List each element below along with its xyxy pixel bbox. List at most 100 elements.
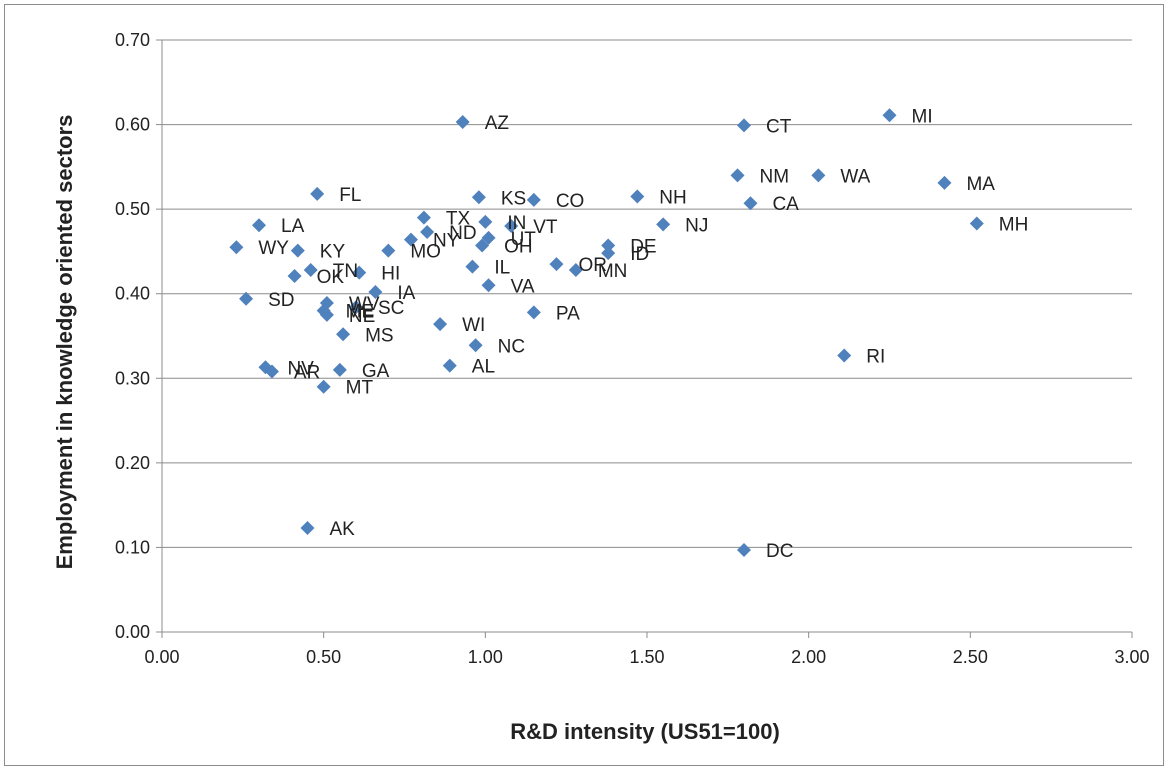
y-tick-label: 0.70 — [115, 30, 150, 50]
data-point-ma — [937, 175, 952, 190]
data-point-mn — [568, 263, 583, 278]
point-label-oh: OH — [504, 237, 532, 258]
data-point-ar — [264, 364, 279, 379]
point-label-or: OR — [578, 255, 607, 276]
point-label-ak: AK — [330, 519, 356, 540]
point-label-mi: MI — [912, 106, 933, 127]
point-label-fl: FL — [339, 185, 361, 206]
y-tick-label: 0.40 — [115, 284, 150, 304]
data-point-ca — [743, 196, 758, 211]
point-label-nm: NM — [760, 166, 790, 187]
point-label-ne: NE — [349, 306, 375, 327]
point-label-ia: IA — [397, 283, 415, 304]
point-label-id: ID — [630, 244, 649, 265]
point-label-wv: WV — [349, 294, 380, 315]
x-tick-label: 0.50 — [306, 647, 341, 667]
y-tick-label: 0.50 — [115, 199, 150, 219]
point-labels: AZ CT MI NM WA MA CA MH FL KS CO NH NJ LA TX IN VT ND UT NY… — [258, 106, 1028, 562]
x-tick-label: 0.00 — [144, 647, 179, 667]
data-point-ri — [837, 348, 852, 363]
data-point-pa — [526, 305, 541, 320]
data-point-vt — [504, 219, 519, 234]
x-tick-label: 1.50 — [629, 647, 664, 667]
data-point-mh — [969, 216, 984, 231]
point-label-nd: ND — [449, 223, 476, 244]
point-label-wi: WI — [462, 315, 485, 336]
y-tick-label: 0.20 — [115, 453, 150, 473]
point-label-la: LA — [281, 216, 305, 237]
data-point-me — [316, 303, 331, 318]
data-point-mt — [316, 379, 331, 394]
data-point-mo — [381, 243, 396, 258]
point-label-dc: DC — [766, 541, 793, 562]
data-point-in — [478, 214, 493, 229]
point-label-il: IL — [494, 258, 510, 279]
data-point-ut — [481, 230, 496, 245]
data-point-wi — [433, 317, 448, 332]
data-point-ct — [737, 118, 751, 133]
data-point-wa — [811, 168, 826, 183]
point-label-nh: NH — [659, 187, 686, 208]
data-point-nj — [656, 217, 671, 232]
point-label-sd: SD — [268, 290, 294, 311]
scatter-chart: 0.00 0.10 0.20 0.30 0.40 0.50 0.60 0.70 0.00 0.50… — [52, 30, 1150, 744]
data-point-la — [252, 218, 266, 233]
x-tick-label: 2.00 — [791, 647, 826, 667]
data-point-oh — [475, 238, 490, 253]
point-label-va: VA — [511, 276, 535, 297]
data-point-sc — [349, 300, 363, 315]
point-label-az: AZ — [485, 113, 510, 134]
point-label-hi: HI — [381, 264, 400, 285]
data-point-ok — [287, 268, 302, 283]
data-point-nh — [630, 189, 645, 204]
data-point-nd — [420, 224, 435, 239]
y-tick-label: 0.60 — [115, 115, 150, 135]
point-label-tx: TX — [446, 209, 471, 230]
data-point-co — [526, 192, 541, 207]
data-point-va — [481, 278, 496, 293]
x-tick-label: 1.00 — [468, 647, 503, 667]
data-point-id — [601, 246, 616, 261]
point-label-ny: NY — [433, 231, 460, 252]
data-point-hi — [352, 265, 367, 280]
data-point-dc — [737, 542, 751, 557]
point-label-pa: PA — [556, 303, 580, 324]
data-point-sd — [239, 291, 254, 306]
data-point-tx — [416, 210, 431, 225]
x-tick-label: 2.50 — [953, 647, 988, 667]
point-label-wa: WA — [840, 166, 870, 187]
data-point-ms — [336, 327, 351, 342]
data-point-ky — [290, 243, 305, 258]
point-label-mo: MO — [410, 242, 441, 263]
point-label-mn: MN — [598, 261, 628, 282]
data-point-fl — [310, 186, 325, 201]
point-label-vt: VT — [533, 217, 558, 238]
point-label-tn: TN — [333, 261, 358, 282]
point-label-nc: NC — [498, 336, 525, 357]
data-point-or — [549, 257, 564, 272]
y-tick-label: 0.10 — [115, 537, 150, 557]
data-points — [229, 108, 984, 557]
data-point-wy — [229, 240, 244, 255]
data-point-ny — [403, 232, 418, 247]
y-axis-title: Employment in knowledge oriented sectors — [52, 115, 77, 570]
point-label-wy: WY — [258, 238, 289, 259]
point-label-nv: NV — [287, 358, 314, 379]
point-label-ok: OK — [317, 267, 345, 288]
point-label-de: DE — [630, 237, 656, 258]
point-label-mt: MT — [346, 378, 374, 399]
x-tick-label: 3.00 — [1114, 647, 1149, 667]
x-axis-title: R&D intensity (US51=100) — [510, 719, 780, 744]
point-label-mh: MH — [999, 215, 1029, 236]
data-point-az — [455, 115, 470, 130]
gridlines — [162, 39, 1132, 548]
point-label-ct: CT — [766, 116, 792, 137]
axes: 0.00 0.10 0.20 0.30 0.40 0.50 0.60 0.70 0.00 0.50… — [115, 30, 1150, 667]
data-point-ga — [332, 362, 347, 377]
point-label-ma: MA — [966, 174, 995, 195]
y-tick-label: 0.30 — [115, 368, 150, 388]
data-point-il — [465, 259, 480, 274]
data-point-ks — [471, 190, 486, 205]
point-label-ms: MS — [365, 325, 394, 346]
data-point-ia — [368, 285, 383, 300]
